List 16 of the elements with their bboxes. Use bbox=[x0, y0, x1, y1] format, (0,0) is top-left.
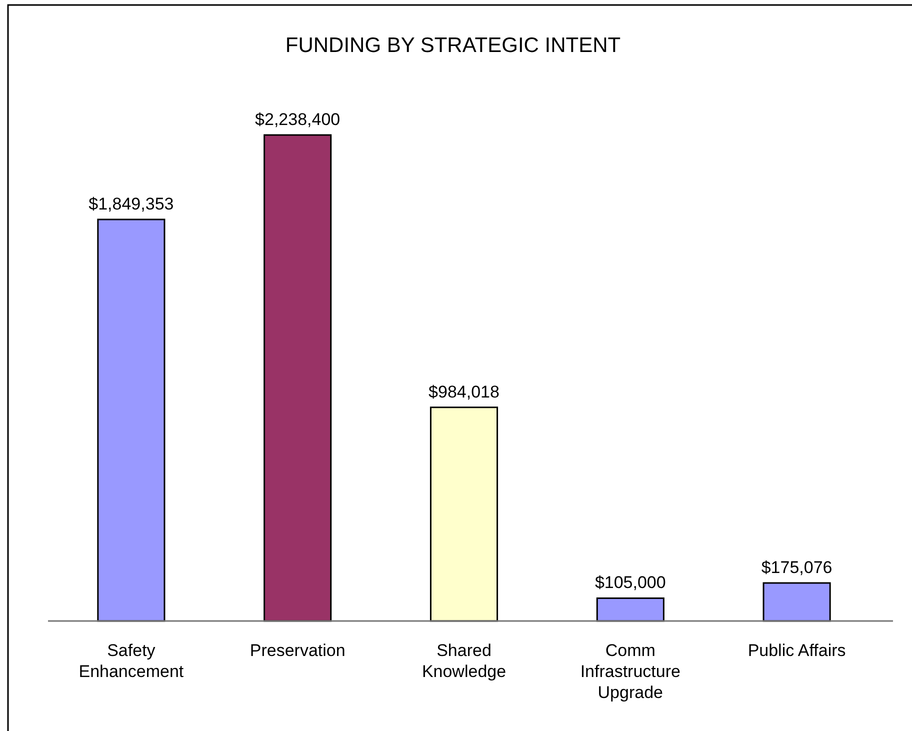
data-label: $1,849,353 bbox=[88, 194, 174, 214]
x-tick-label: Shared Knowledge bbox=[422, 641, 506, 681]
bar bbox=[596, 597, 664, 622]
bar bbox=[264, 134, 332, 622]
data-label: $2,238,400 bbox=[255, 110, 340, 129]
x-tick-label: Public Affairs bbox=[748, 641, 846, 660]
bar bbox=[762, 582, 831, 622]
data-label: $175,076 bbox=[761, 558, 832, 577]
data-label: $984,018 bbox=[428, 382, 500, 402]
data-label: $105,000 bbox=[594, 573, 666, 592]
chart-title: FUNDING BY STRATEGIC INTENT bbox=[285, 34, 621, 57]
x-tick-label: Safety Enhancement bbox=[78, 641, 184, 681]
bar bbox=[430, 406, 498, 622]
bar bbox=[97, 218, 166, 622]
x-tick-label: Preservation bbox=[250, 641, 346, 660]
x-tick-label: Comm Infrastructure Upgrade bbox=[580, 641, 680, 702]
